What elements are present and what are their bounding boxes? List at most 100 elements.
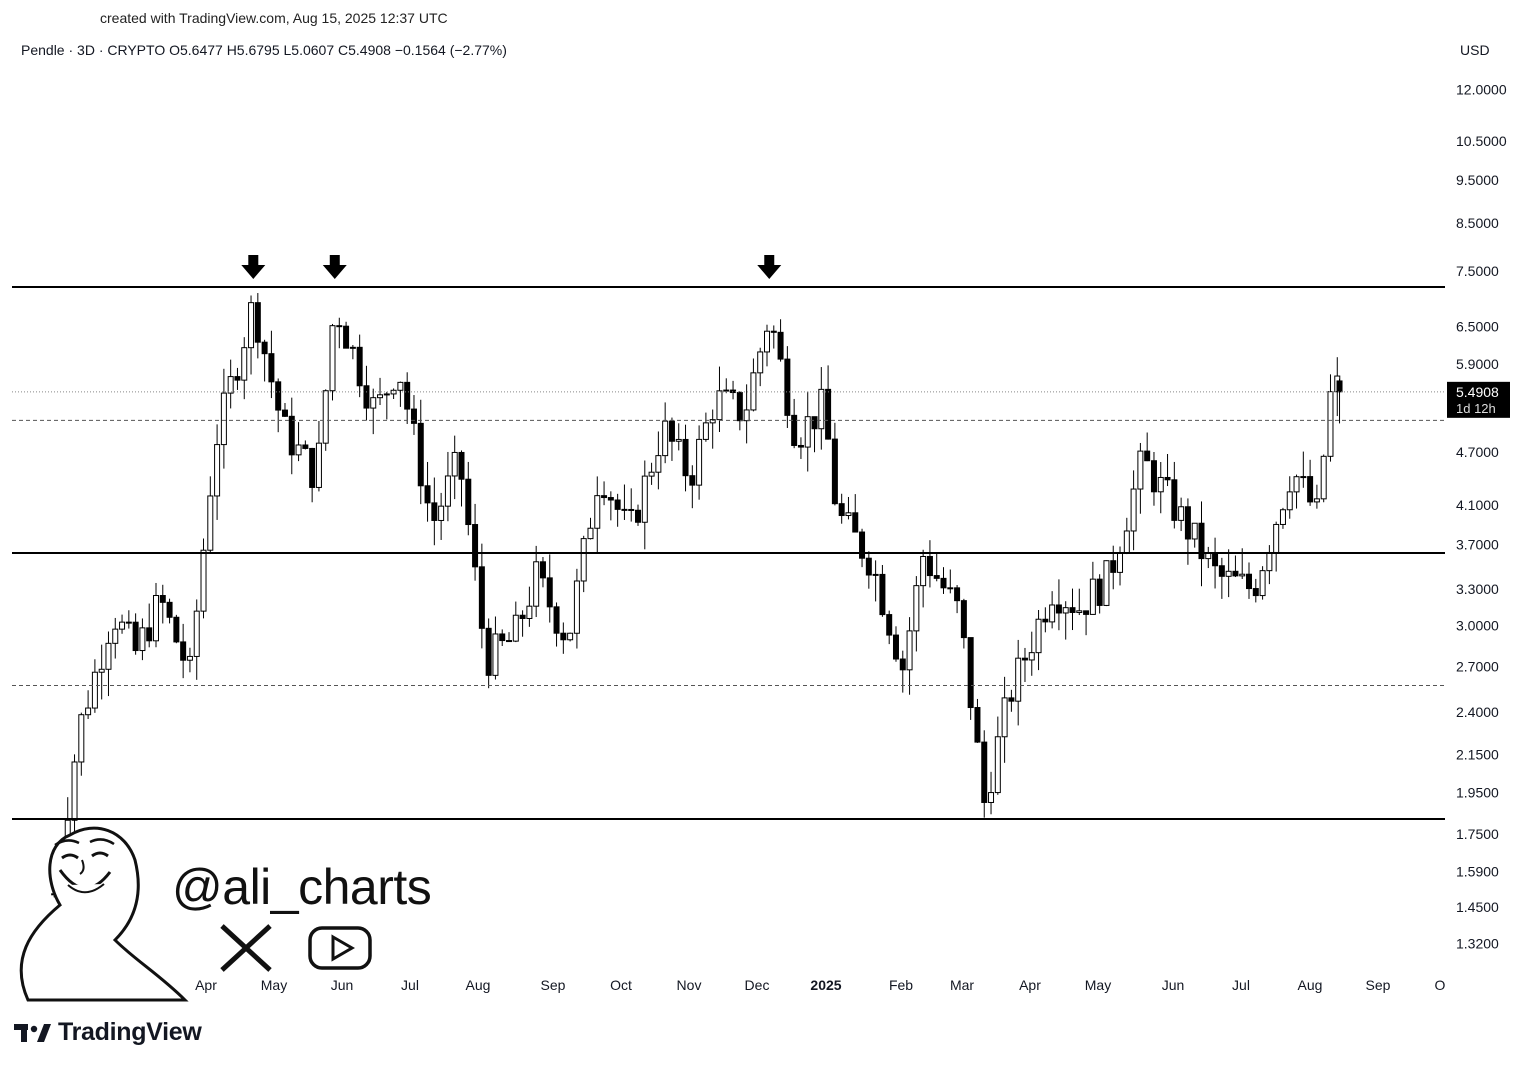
candle-body [288, 415, 295, 456]
candle-body [519, 614, 526, 619]
candle-body [139, 627, 146, 652]
y-axis-unit: USD [1460, 42, 1490, 58]
candle-body [655, 455, 662, 473]
candle-body [248, 302, 255, 349]
candle-body [227, 376, 234, 394]
candle-body [343, 325, 350, 349]
candle-body [1246, 573, 1253, 590]
candles-layer [51, 293, 1343, 909]
y-tick-label: 7.5000 [1456, 263, 1499, 279]
candle-body [98, 668, 105, 673]
candle-body [1218, 565, 1225, 577]
candle-body [770, 330, 777, 333]
candle-body [180, 641, 187, 661]
candle-body [234, 376, 241, 381]
candle-body [1117, 552, 1124, 573]
candle-body [791, 414, 798, 446]
candle-body [1042, 618, 1049, 623]
candle-body [730, 389, 737, 394]
x-tick-label: Jul [1232, 977, 1250, 993]
x-tick-label: May [261, 977, 287, 993]
candle-body [709, 419, 716, 424]
candle-body [1028, 652, 1035, 661]
candle-body [716, 390, 723, 421]
candle-body [377, 394, 384, 399]
candle-body [546, 577, 553, 608]
countdown-label: 1d 12h [1456, 401, 1496, 416]
x-tick-label: Dec [745, 977, 770, 993]
candle-body [1320, 455, 1327, 500]
candle-body [1062, 607, 1069, 614]
candle-body [1123, 530, 1130, 554]
candle-body [960, 600, 967, 639]
tradingview-brand[interactable]: TradingView [14, 1018, 202, 1047]
candle-body [1300, 476, 1307, 479]
candle-body [533, 561, 540, 607]
y-tick-label: 2.4000 [1456, 704, 1499, 720]
last-price-label: 5.4908 [1456, 384, 1499, 400]
down-arrow-icon [241, 255, 266, 279]
candle-body [159, 595, 166, 603]
x-tick-label: Mar [950, 977, 974, 993]
y-tick-label: 3.7000 [1456, 537, 1499, 553]
cartoon-avatar [19, 826, 189, 1002]
candle-body [736, 392, 743, 422]
y-tick-label: 1.7500 [1456, 826, 1499, 842]
candle-body [356, 346, 363, 387]
x-tick-label: Apr [1019, 977, 1041, 993]
candle-body [397, 381, 404, 391]
candle-body [831, 438, 838, 505]
candle-body [105, 642, 112, 670]
candle-body [621, 508, 628, 511]
candle-body [254, 302, 261, 343]
candle-body [71, 761, 78, 821]
candle-body [424, 485, 431, 504]
candle-body [560, 632, 567, 641]
candle-body [1266, 551, 1273, 572]
candle-body [1130, 488, 1137, 532]
candle-body [458, 451, 465, 480]
candle-body [363, 385, 370, 409]
candle-body [1336, 380, 1343, 393]
candle-body [838, 503, 845, 517]
candle-body [1008, 697, 1015, 702]
candle-body [797, 444, 804, 448]
candle-body [1191, 522, 1198, 540]
candle-body [1035, 618, 1042, 654]
candle-body [1083, 610, 1090, 615]
tradingview-wordmark: TradingView [58, 1018, 202, 1046]
candle-body [743, 409, 750, 422]
candle-body [1239, 573, 1246, 577]
candle-body [994, 736, 1001, 794]
candle-body [641, 475, 648, 523]
candle-body [845, 512, 852, 517]
y-tick-label: 1.5900 [1456, 863, 1499, 879]
candle-body [404, 381, 411, 410]
candle-body [309, 447, 316, 488]
candle-body [329, 325, 336, 392]
candle-body [465, 478, 472, 526]
y-tick-label: 2.7000 [1456, 658, 1499, 674]
candle-body [132, 621, 139, 652]
candle-body [220, 392, 227, 446]
candle-body [302, 444, 309, 449]
candle-body [859, 531, 866, 559]
candle-body [892, 634, 899, 660]
candle-body [1279, 509, 1286, 525]
candle-body [125, 621, 132, 624]
candle-body [438, 505, 445, 521]
candle-body [682, 438, 689, 477]
candle-body [852, 512, 859, 533]
candle-body [1110, 560, 1117, 573]
candle-body [539, 561, 546, 579]
candle-body [506, 640, 513, 643]
candle-body [1015, 657, 1022, 702]
candle-body [431, 502, 438, 521]
candle-body [281, 409, 288, 417]
candle-body [322, 390, 329, 444]
candle-body [1171, 479, 1178, 521]
y-tick-label: 3.0000 [1456, 618, 1499, 634]
axes-layer: USD 12.0000 10.5000 9.5000 8.5000 7.5000 6.500… [57, 42, 1510, 993]
x-tick-label: Aug [466, 977, 491, 993]
